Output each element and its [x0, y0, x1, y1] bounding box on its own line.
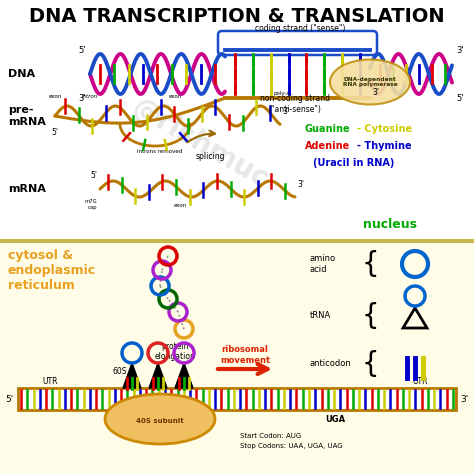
- Text: poly-A
tail: poly-A tail: [273, 91, 291, 101]
- Text: 3': 3': [372, 88, 379, 97]
- Text: intron: intron: [82, 93, 98, 99]
- Text: UTR: UTR: [42, 376, 58, 385]
- Text: @rishmuc: @rishmuc: [127, 94, 273, 194]
- Text: 3': 3': [78, 93, 86, 102]
- Text: 5': 5': [52, 128, 58, 137]
- Text: cytosol &
endoplasmic
reticulum: cytosol & endoplasmic reticulum: [8, 249, 96, 292]
- Text: protein
elongation: protein elongation: [155, 342, 195, 361]
- Text: Adenine: Adenine: [305, 141, 350, 151]
- Text: AUG: AUG: [150, 414, 170, 423]
- Text: {: {: [361, 250, 379, 278]
- Text: exon: exon: [173, 202, 187, 208]
- Ellipse shape: [330, 60, 410, 104]
- Text: mRNA: mRNA: [8, 184, 46, 194]
- Text: - Cytosine: - Cytosine: [357, 124, 412, 134]
- Bar: [0, 242, 474, 474]
- Text: introns removed: introns removed: [137, 148, 182, 154]
- Text: 5': 5': [90, 171, 97, 180]
- Text: (Uracil in RNA): (Uracil in RNA): [313, 158, 394, 168]
- Text: exon: exon: [168, 93, 182, 99]
- Text: splicing: splicing: [195, 152, 225, 161]
- Text: nucleus: nucleus: [363, 218, 417, 230]
- Polygon shape: [149, 363, 167, 388]
- Text: 3': 3': [297, 180, 304, 189]
- Text: 3': 3': [456, 46, 464, 55]
- Text: Stop Codons: UAA, UGA, UAG: Stop Codons: UAA, UGA, UAG: [240, 443, 343, 449]
- Text: UTR: UTR: [412, 376, 428, 385]
- Text: exon: exon: [48, 93, 62, 99]
- Polygon shape: [123, 363, 141, 388]
- Text: 5': 5': [456, 93, 464, 102]
- Text: {: {: [361, 302, 379, 330]
- FancyBboxPatch shape: [218, 31, 377, 55]
- Text: DNA: DNA: [8, 69, 35, 79]
- Text: {: {: [361, 350, 379, 378]
- Text: 5': 5': [6, 394, 14, 403]
- Polygon shape: [175, 363, 193, 388]
- Text: 3': 3': [460, 394, 468, 403]
- Text: 60S: 60S: [113, 366, 127, 375]
- Ellipse shape: [105, 394, 215, 444]
- Text: pre-
mRNA: pre- mRNA: [8, 105, 46, 127]
- Text: anticodon: anticodon: [310, 359, 352, 368]
- Text: Guanine: Guanine: [305, 124, 351, 134]
- Text: - Thymine: - Thymine: [357, 141, 411, 151]
- Text: non-coding strand
("anti-sense"): non-coding strand ("anti-sense"): [260, 94, 330, 114]
- Text: Start Codon: AUG: Start Codon: AUG: [240, 433, 301, 439]
- Text: amino
acid: amino acid: [310, 254, 336, 273]
- Text: DNA-dependent
RNA polymerase: DNA-dependent RNA polymerase: [343, 77, 397, 87]
- Text: UGA: UGA: [325, 414, 345, 423]
- Bar: [0, 239, 474, 243]
- Bar: [0, 0, 474, 242]
- Text: tRNA: tRNA: [310, 311, 331, 320]
- Text: 40S subunit: 40S subunit: [136, 418, 184, 424]
- Bar: [18, 388, 456, 410]
- Text: m7G
cap: m7G cap: [84, 199, 97, 210]
- Text: DNA TRANSCRIPTION & TRANSLATION: DNA TRANSCRIPTION & TRANSLATION: [29, 7, 445, 26]
- Text: 5': 5': [79, 46, 86, 55]
- Text: coding strand ("sense"): coding strand ("sense"): [255, 24, 345, 33]
- Text: ribosomal
movement: ribosomal movement: [220, 345, 270, 365]
- Text: 3': 3': [282, 107, 289, 116]
